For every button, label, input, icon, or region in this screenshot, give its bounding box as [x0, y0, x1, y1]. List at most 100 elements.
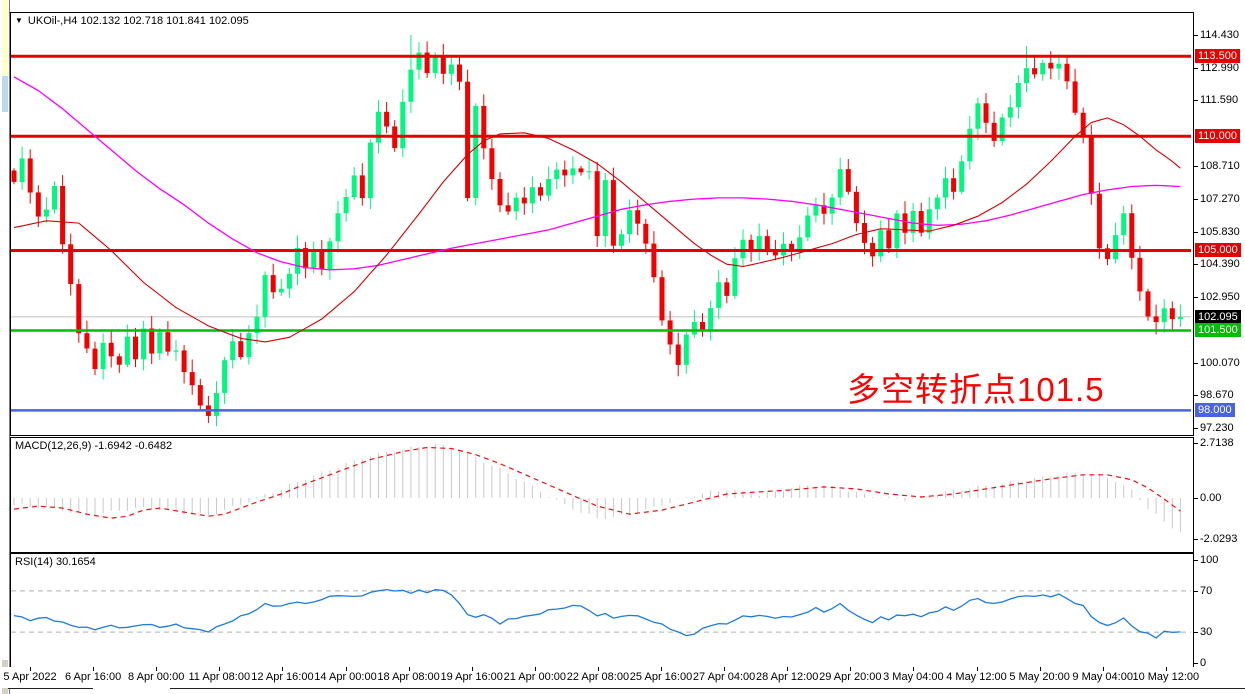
macd-histogram-bar	[1115, 482, 1117, 498]
macd-histogram-bar	[1163, 498, 1165, 522]
candle-body	[27, 158, 33, 193]
time-axis-label: 11 Apr 08:00	[188, 671, 251, 683]
rsi-canvas	[11, 588, 1191, 639]
candle-body	[837, 169, 843, 198]
price-axis[interactable]: 114.430 112.990 111.590 108.710 107.270 105.8…	[1194, 0, 1245, 694]
price-axis-tick-label: 100.070	[1200, 357, 1240, 370]
time-axis[interactable]: 5 Apr 2022 6 Apr 16:00 8 Apr 00:00 11 Apr 0…	[0, 667, 1245, 688]
candle-body	[448, 64, 454, 74]
macd-histogram-bar	[783, 491, 784, 498]
price-axis-tick	[1194, 363, 1198, 365]
macd-histogram-bar	[702, 493, 703, 498]
candle-body	[367, 142, 373, 199]
candle-body	[967, 128, 973, 162]
macd-histogram-bar	[240, 498, 242, 505]
macd-histogram-bar	[499, 467, 501, 498]
panel-edge-block	[2, 0, 8, 76]
time-axis-tick	[787, 667, 789, 671]
time-axis-label: 14 Apr 00:00	[314, 671, 377, 683]
price-axis-tick-label: 102.950	[1200, 291, 1240, 304]
candle-body	[1137, 257, 1143, 292]
price-axis-tick-label: 97.230	[1200, 422, 1234, 435]
time-axis-tick	[30, 667, 31, 671]
macd-histogram-bar	[961, 490, 963, 498]
macd-histogram-bar	[928, 496, 930, 498]
candle-body	[764, 236, 770, 250]
macd-histogram-bar	[766, 492, 768, 498]
macd-histogram-bar	[977, 485, 979, 498]
candle-body	[157, 332, 163, 354]
candle-body	[416, 52, 422, 70]
rsi-pane[interactable]: RSI(14) 30.1654	[10, 553, 1194, 668]
candle-body	[983, 103, 989, 123]
candle-body	[700, 322, 705, 330]
macd-histogram-bar	[1123, 485, 1125, 498]
candle-body	[351, 175, 357, 197]
macd-histogram-bar	[523, 481, 525, 498]
macd-histogram-bar	[758, 495, 760, 498]
symbol-dropdown-icon[interactable]: ▼	[15, 16, 23, 25]
macd-histogram-bar	[1147, 498, 1149, 510]
macd-pane[interactable]: MACD(12,26,9) -1.6942 -0.6482	[10, 437, 1194, 553]
candle-body	[797, 237, 803, 250]
macd-histogram-bar	[483, 463, 485, 498]
macd-histogram-bar	[904, 498, 906, 502]
price-axis-tick-label: 98.670	[1200, 389, 1234, 402]
macd-histogram-bar	[434, 443, 436, 498]
macd-histogram-bar	[126, 498, 128, 511]
time-axis-tick	[661, 667, 662, 671]
candle-body	[886, 230, 892, 249]
symbol-ohlc-title: UKOil-,H4 102.132 102.718 101.841 102.09…	[27, 15, 249, 27]
macd-histogram-bar	[588, 498, 590, 514]
macd-histogram-bar	[321, 471, 323, 498]
time-axis-label: 22 Apr 08:00	[566, 671, 630, 683]
macd-histogram-bar	[799, 485, 801, 498]
candle-body	[197, 385, 203, 406]
time-axis-tick	[1102, 667, 1104, 671]
main-chart-pane[interactable]: ▼ UKOil-,H4 102.132 102.718 101.841 102.…	[10, 12, 1194, 436]
price-axis-tick-label: 105.830	[1200, 225, 1240, 238]
candle-body	[343, 197, 349, 214]
macd-histogram-bar	[402, 449, 404, 498]
macd-histogram-bar	[305, 480, 307, 498]
candlestick-canvas	[11, 35, 1191, 427]
candle-body	[1161, 308, 1167, 323]
candle-body	[189, 372, 195, 386]
macd-histogram-bar	[1155, 498, 1157, 514]
candle-body	[424, 52, 430, 73]
macd-histogram-bar	[183, 498, 185, 515]
candle-body	[918, 211, 924, 233]
rsi-axis-tick-label: 70	[1200, 584, 1213, 597]
candle-body	[683, 334, 689, 365]
candle-body	[748, 239, 754, 251]
macd-histogram-bar	[1082, 474, 1084, 498]
price-axis-tick-label: 104.390	[1200, 258, 1240, 271]
macd-histogram-bar	[612, 498, 614, 517]
rsi-axis-tick	[1194, 663, 1198, 664]
candle-body	[92, 348, 98, 369]
macd-histogram-bar	[418, 446, 420, 498]
macd-histogram-bar	[232, 498, 234, 506]
candle-body	[432, 56, 438, 73]
macd-histogram-bar	[442, 444, 444, 498]
price-axis-tick-label: 111.590	[1200, 93, 1239, 106]
macd-histogram-bar	[29, 498, 31, 507]
price-badge: 101.500	[1195, 323, 1241, 338]
candle-body	[999, 117, 1005, 141]
candle-body	[1024, 68, 1029, 83]
macd-histogram-bar	[175, 498, 177, 512]
macd-histogram-bar	[199, 498, 201, 514]
candle-body	[124, 336, 130, 365]
candle-body	[602, 180, 608, 237]
macd-histogram-bar	[742, 490, 744, 498]
macd-histogram-bar	[791, 488, 793, 498]
macd-histogram-bar	[1042, 476, 1044, 498]
chart-title-bar: ▼ UKOil-,H4 102.132 102.718 101.841 102.…	[15, 15, 249, 27]
macd-histogram-bar	[661, 498, 663, 507]
candle-body	[691, 322, 697, 335]
macd-histogram-bar	[143, 498, 145, 508]
trade-annotation: 多空转折点101.5	[847, 371, 1105, 408]
candle-body	[473, 106, 479, 198]
macd-histogram-bar	[564, 498, 566, 505]
macd-histogram-bar	[353, 460, 355, 498]
